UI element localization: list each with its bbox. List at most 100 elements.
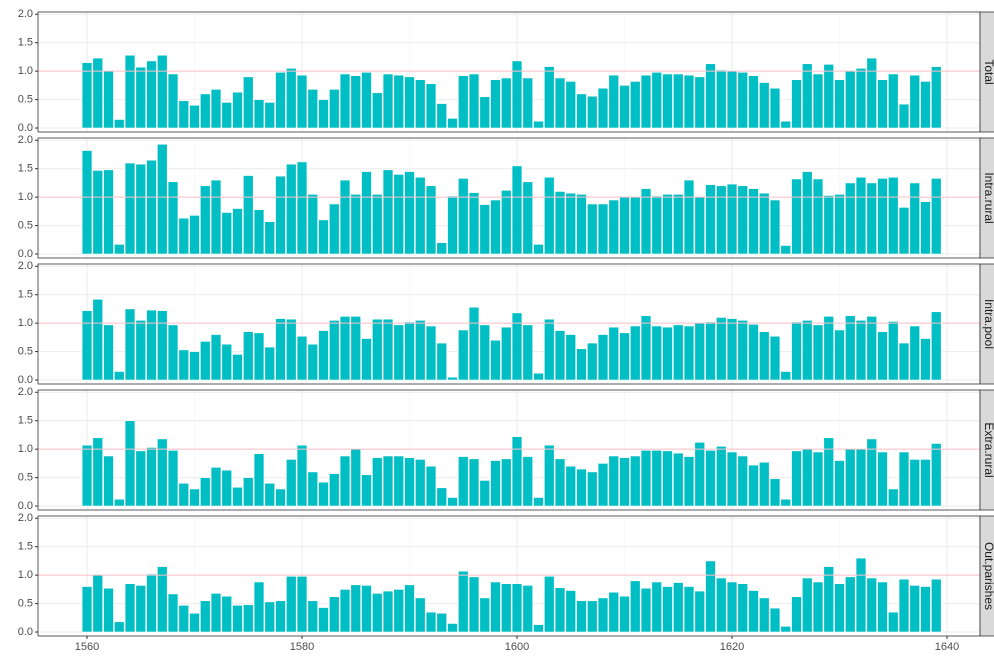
bar <box>802 448 813 507</box>
bar <box>694 590 705 633</box>
strip-background <box>979 11 994 133</box>
bar <box>522 77 534 129</box>
bar <box>372 318 383 381</box>
bar <box>640 188 652 255</box>
bar <box>888 611 899 633</box>
bar <box>845 182 856 255</box>
bar <box>554 587 566 633</box>
bar <box>436 242 448 255</box>
bar <box>361 585 372 633</box>
bar <box>157 310 168 381</box>
bar <box>533 624 544 633</box>
bar <box>146 573 157 633</box>
bar <box>683 456 695 507</box>
bar <box>382 590 394 633</box>
bar <box>232 354 243 381</box>
bar <box>114 621 125 633</box>
bar <box>372 194 383 255</box>
bar <box>748 323 759 381</box>
bar <box>812 451 824 507</box>
bar <box>479 96 491 129</box>
bar <box>436 103 448 129</box>
bar <box>920 81 931 129</box>
bar <box>243 331 254 381</box>
bar <box>167 449 179 507</box>
bar <box>264 346 276 381</box>
bar <box>339 179 351 255</box>
bar <box>802 63 813 129</box>
bar <box>812 581 824 633</box>
bar <box>834 583 845 633</box>
bar <box>275 488 286 507</box>
bar <box>425 185 437 255</box>
bar <box>468 192 480 255</box>
bar <box>845 448 856 507</box>
bar <box>608 455 620 507</box>
bar <box>737 455 748 507</box>
y-tick-label: 0.0 <box>18 626 33 638</box>
bar <box>673 194 684 255</box>
bar <box>167 73 179 129</box>
bar <box>458 456 469 507</box>
bar <box>608 74 620 129</box>
bar <box>533 120 544 129</box>
bar <box>178 604 190 633</box>
bar <box>544 318 555 381</box>
bar <box>81 586 93 633</box>
bar <box>307 600 319 633</box>
bar <box>694 76 705 129</box>
bar <box>565 590 577 633</box>
bar <box>425 325 437 381</box>
bar <box>759 82 770 129</box>
bar <box>920 338 931 381</box>
bar <box>845 576 856 633</box>
bar <box>737 583 748 633</box>
bar <box>748 188 759 255</box>
bar <box>855 448 867 507</box>
bar <box>716 577 727 633</box>
y-tick-label: 0.5 <box>18 93 33 105</box>
bar <box>877 178 888 255</box>
bar <box>791 450 802 507</box>
strip-background <box>979 389 994 511</box>
bar <box>318 219 329 255</box>
bar <box>931 66 942 129</box>
bar <box>243 175 254 255</box>
bar <box>361 474 372 507</box>
bar <box>339 455 351 507</box>
bar <box>382 455 394 507</box>
bar <box>296 444 308 507</box>
bar <box>737 71 748 129</box>
bar <box>737 320 748 381</box>
bar <box>92 574 104 633</box>
bar <box>468 576 480 633</box>
bar <box>275 71 286 129</box>
bar <box>372 457 383 507</box>
bar <box>597 87 609 129</box>
bar <box>705 449 716 507</box>
bar <box>565 465 577 507</box>
bar <box>759 192 770 255</box>
bar <box>436 612 448 633</box>
bar <box>576 194 587 255</box>
bar <box>630 455 641 507</box>
bar <box>404 76 415 129</box>
bar <box>210 593 222 633</box>
y-tick-label: 1.5 <box>18 37 33 49</box>
bar <box>479 204 491 255</box>
bar <box>533 497 544 507</box>
bar <box>200 341 211 381</box>
bar <box>415 597 426 633</box>
bar <box>640 449 652 507</box>
bar <box>157 54 168 129</box>
bar <box>726 581 738 633</box>
bar <box>877 581 888 633</box>
bar <box>135 66 147 129</box>
bar <box>673 324 684 381</box>
bar <box>619 196 630 255</box>
bar <box>296 74 308 129</box>
bar <box>931 311 942 381</box>
bar <box>490 581 501 633</box>
bar <box>705 321 716 381</box>
bar <box>823 195 834 255</box>
